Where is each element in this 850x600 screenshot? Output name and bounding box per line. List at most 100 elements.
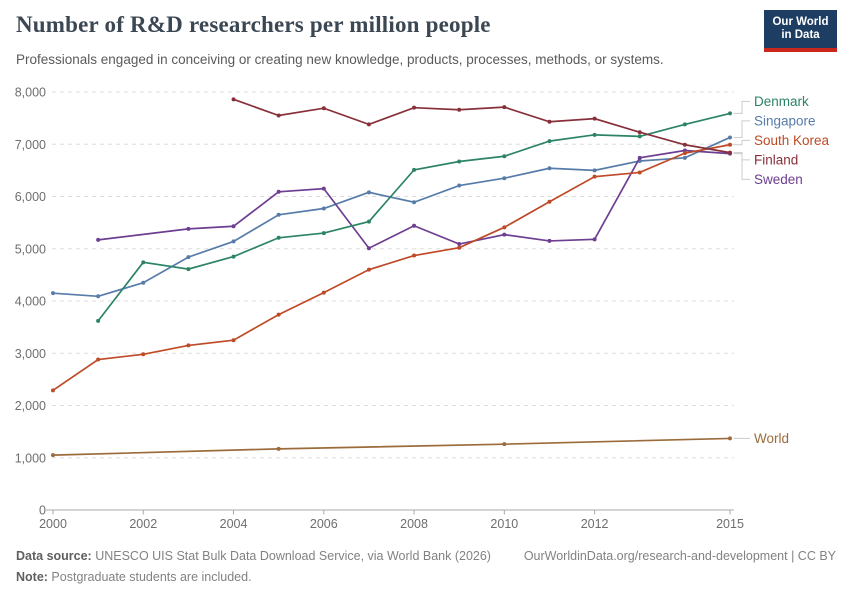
- data-point: [231, 338, 236, 343]
- data-point: [321, 231, 326, 236]
- data-point: [502, 225, 507, 230]
- x-tick-label: 2002: [129, 517, 157, 531]
- x-tick-label: 2012: [581, 517, 609, 531]
- x-tick-label: 2006: [310, 517, 338, 531]
- data-point: [186, 267, 191, 272]
- data-point: [547, 139, 552, 144]
- data-point: [457, 245, 462, 250]
- series-line-finland: [233, 98, 731, 154]
- series-denmark[interactable]: [96, 111, 732, 323]
- data-point: [366, 267, 371, 272]
- data-point: [682, 151, 687, 156]
- data-point: [728, 142, 732, 147]
- data-point: [186, 226, 191, 231]
- data-point: [96, 318, 101, 323]
- data-point: [592, 116, 597, 121]
- series-finland[interactable]: [231, 97, 732, 155]
- data-point: [412, 105, 417, 110]
- note-text: Note: Postgraduate students are included…: [16, 570, 252, 584]
- series-singapore[interactable]: [51, 135, 732, 299]
- series-south-korea[interactable]: [51, 142, 732, 393]
- y-tick-label: 4,000: [15, 295, 46, 309]
- y-tick-label: 6,000: [15, 190, 46, 204]
- data-point: [682, 155, 687, 160]
- legend-label-singapore[interactable]: Singapore: [754, 113, 816, 128]
- rd-line-chart[interactable]: 0 1,000 2,000 3,000 4,000 5,000 6,000 7,000 8,00…: [0, 68, 850, 546]
- data-point: [51, 291, 55, 296]
- data-point: [231, 254, 236, 259]
- y-tick-label: 2,000: [15, 399, 46, 413]
- data-point: [637, 130, 642, 135]
- data-point: [592, 237, 597, 242]
- legend-label-south-korea[interactable]: South Korea: [754, 133, 830, 148]
- data-point: [96, 237, 101, 242]
- y-tick-label: 7,000: [15, 138, 46, 152]
- y-tick-label: 8,000: [15, 86, 46, 100]
- data-point: [186, 255, 191, 260]
- series-line-sweden: [98, 149, 731, 250]
- legend-label-denmark[interactable]: Denmark: [754, 94, 809, 109]
- data-point: [321, 206, 326, 211]
- owid-logo-line1: Our World: [772, 16, 829, 28]
- data-point: [276, 312, 281, 317]
- x-tick-label: 2000: [39, 517, 67, 531]
- x-tick-label: 2010: [490, 517, 518, 531]
- data-point: [592, 132, 597, 137]
- data-point: [366, 190, 371, 195]
- data-point: [457, 159, 462, 164]
- owid-logo-line2: in Data: [781, 29, 820, 41]
- data-point: [457, 242, 462, 247]
- data-point: [502, 176, 507, 181]
- series-world[interactable]: [51, 436, 732, 458]
- data-point: [728, 111, 732, 116]
- data-source-text: Data source: UNESCO UIS Stat Bulk Data D…: [16, 549, 491, 563]
- legend-label-sweden[interactable]: Sweden: [754, 172, 803, 187]
- data-point: [457, 107, 462, 112]
- owid-link[interactable]: OurWorldinData.org/research-and-developm…: [523, 549, 836, 563]
- data-point: [141, 280, 146, 285]
- y-tick-label: 3,000: [15, 347, 46, 361]
- legend-connector-sweden: [733, 153, 750, 180]
- series-line-south-korea: [52, 143, 731, 392]
- data-point: [231, 97, 236, 102]
- data-point: [592, 168, 597, 173]
- legend-connector-denmark: [733, 100, 750, 114]
- data-point: [728, 436, 732, 441]
- data-point: [412, 167, 417, 172]
- legend-connector-south-korea: [733, 139, 750, 146]
- data-point: [412, 253, 417, 258]
- y-tick-label: 5,000: [15, 242, 46, 256]
- data-point: [637, 134, 642, 139]
- data-point: [547, 119, 552, 124]
- legend-label-finland[interactable]: Finland: [754, 152, 798, 167]
- x-tick-label: 2004: [220, 517, 248, 531]
- x-tick-label: 2008: [400, 517, 428, 531]
- data-point: [547, 238, 552, 243]
- data-point: [592, 174, 597, 179]
- chart-area[interactable]: 0 1,000 2,000 3,000 4,000 5,000 6,000 7,000 8,00…: [0, 68, 850, 546]
- data-point: [637, 155, 642, 160]
- data-point: [276, 235, 281, 240]
- chart-title: Number of R&D researchers per million pe…: [16, 12, 491, 37]
- data-point: [457, 183, 462, 188]
- legend-label-world[interactable]: World: [754, 431, 789, 446]
- y-tick-label: 1,000: [15, 451, 46, 465]
- data-point: [728, 135, 732, 140]
- data-point: [547, 166, 552, 171]
- data-point: [366, 246, 371, 251]
- legend-connector-singapore: [733, 120, 750, 138]
- data-point: [728, 150, 732, 155]
- data-point: [682, 142, 687, 147]
- data-point: [502, 442, 507, 447]
- data-point: [637, 170, 642, 175]
- data-point: [276, 113, 281, 118]
- series-sweden[interactable]: [96, 148, 732, 251]
- data-point: [682, 122, 687, 127]
- data-point: [141, 352, 146, 357]
- data-point: [276, 189, 281, 194]
- data-point: [502, 154, 507, 159]
- data-point: [321, 186, 326, 191]
- data-point: [502, 232, 507, 237]
- data-point: [141, 260, 146, 265]
